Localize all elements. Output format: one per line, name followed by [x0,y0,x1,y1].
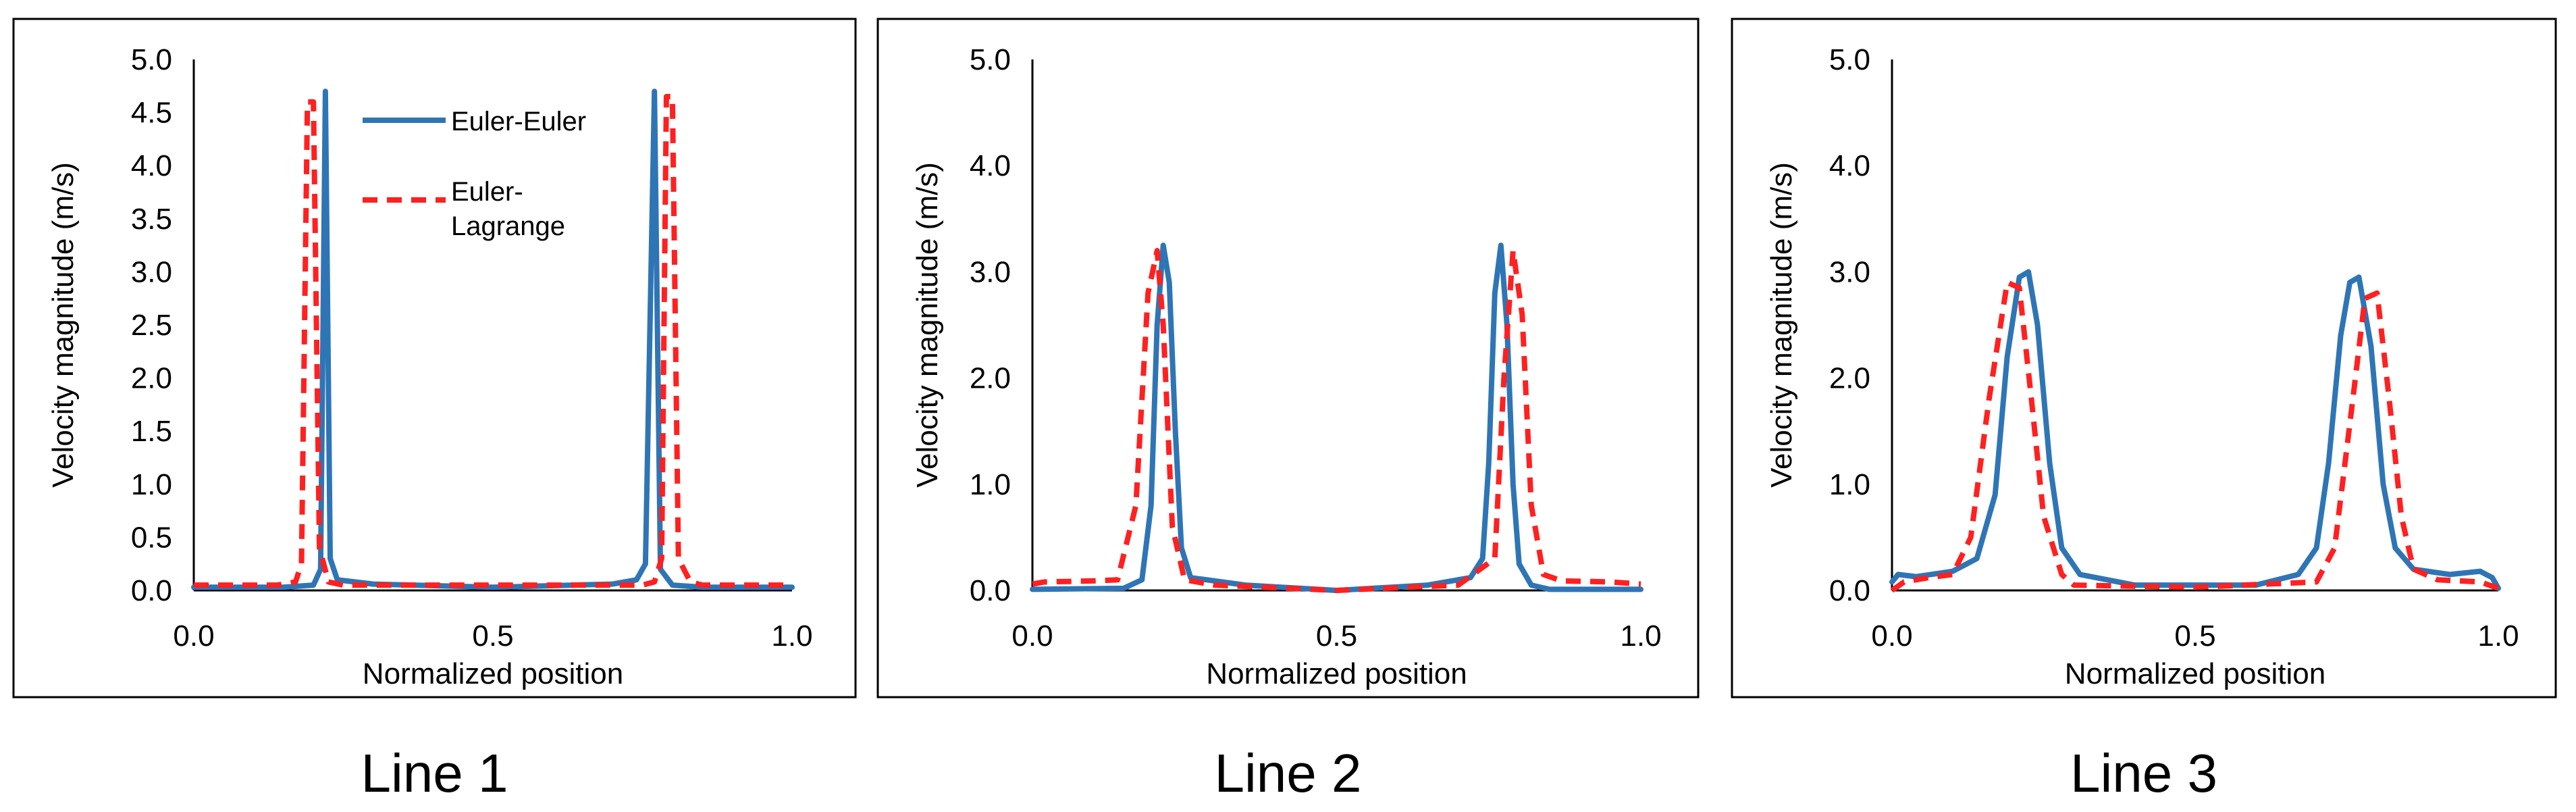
y-tick-label: 1.0 [1829,468,1870,501]
legend-label-euler-euler: Euler-Euler [451,107,586,136]
legend-label-euler-lagrange-1: Euler- [451,177,523,207]
y-tick-label: 3.0 [970,255,1011,288]
y-tick-label: 1.5 [131,415,172,448]
y-tick-label: 4.5 [131,97,172,130]
x-axis-title: Normalized position [2065,657,2325,690]
y-tick-label: 5.0 [1829,43,1870,76]
y-tick-label: 2.5 [131,309,172,342]
x-tick-label: 0.0 [173,619,214,653]
y-axis-title: Velocity magnitude (m/s) [1765,162,1798,488]
y-tick-label: 4.0 [1829,149,1870,182]
x-axis-title: Normalized position [1206,657,1467,690]
y-tick-label: 0.5 [131,521,172,554]
y-tick-label: 0.0 [970,574,1011,607]
x-tick-label: 1.0 [2477,619,2519,653]
legend: Euler-Euler Euler- Lagrange [363,107,586,241]
series-line-euler-lagrange [1890,280,2500,593]
y-tick-label: 3.0 [131,255,172,288]
x-tick-label: 1.0 [771,619,812,653]
chart-panel-2: 0.0 1.0 2.0 3.0 4.0 5.0 0.0 0.5 1.0 Normalized po… [876,18,1700,803]
x-tick-label: 0.0 [1011,619,1053,653]
y-tick-label: 4.0 [970,149,1011,182]
panel-caption: Line 1 [361,743,508,803]
x-tick-label: 0.5 [1316,619,1357,653]
y-tick-label: 2.0 [970,362,1011,395]
chart-panel-1: 0.0 0.5 1.0 1.5 2.0 2.5 3.0 3.5 4.0 4.5 5.0 0.0 0.5 1… [12,18,857,803]
panel-caption: Line 3 [2070,743,2217,803]
x-tick-label: 0.0 [1871,619,1912,653]
y-tick-label: 3.0 [1829,255,1870,288]
x-tick-label: 0.5 [472,619,513,653]
y-tick-label: 2.0 [131,362,172,395]
y-tick-label: 2.0 [1829,362,1870,395]
y-axis-title: Velocity magnitude (m/s) [911,162,944,488]
y-tick-label: 0.0 [1829,574,1870,607]
chart-panel-3: 0.0 1.0 2.0 3.0 4.0 5.0 0.0 0.5 1.0 Normalized po… [1731,18,2557,803]
x-tick-label: 1.0 [1620,619,1661,653]
panel-frame [12,18,857,699]
legend-label-euler-lagrange-2: Lagrange [451,211,565,241]
y-axis-title: Velocity magnitude (m/s) [47,162,80,488]
panel-frame [1731,18,2557,699]
series-line-euler-euler [1030,243,1644,593]
y-tick-label: 0.0 [131,574,172,607]
y-tick-label: 4.0 [131,149,172,182]
y-tick-label: 1.0 [970,468,1011,501]
series-line-euler-euler [1889,269,2501,591]
x-tick-label: 0.5 [2174,619,2215,653]
series-line-euler-lagrange [1032,248,1641,593]
panel-frame [876,18,1700,699]
y-tick-label: 5.0 [970,43,1011,76]
y-tick-label: 5.0 [131,43,172,76]
series-line-euler-lagrange [194,94,792,588]
panel-caption: Line 2 [1215,743,1362,803]
y-tick-label: 3.5 [131,203,172,236]
y-tick-label: 1.0 [131,468,172,501]
x-axis-title: Normalized position [363,657,623,690]
series-line-euler-euler [191,88,795,590]
